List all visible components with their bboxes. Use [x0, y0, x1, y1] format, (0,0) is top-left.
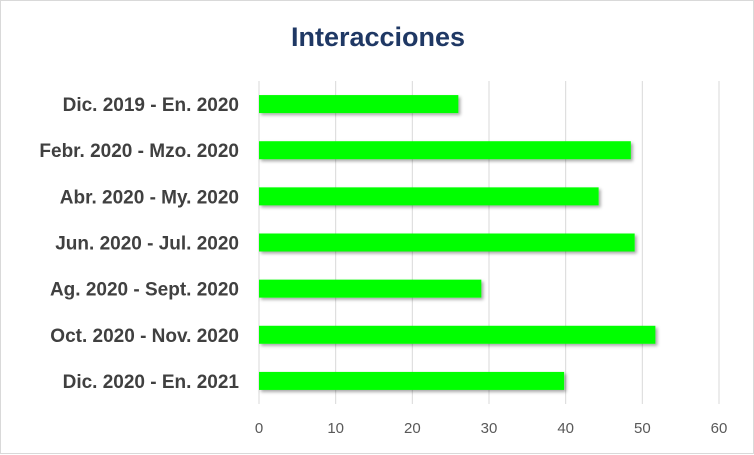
x-tick-label: 60 [711, 420, 728, 437]
x-tick-label: 10 [327, 420, 344, 437]
bar [259, 141, 631, 160]
bar [259, 95, 459, 114]
bar [259, 325, 656, 344]
category-label: Jun. 2020 - Jul. 2020 [55, 234, 239, 255]
bars [259, 95, 656, 390]
chart-title: Interacciones [291, 22, 465, 52]
category-label: Febr. 2020 - Mzo. 2020 [39, 141, 239, 162]
x-tick-label: 0 [255, 420, 263, 437]
bar [259, 187, 599, 206]
x-tick-label: 30 [481, 420, 498, 437]
category-label: Dic. 2020 - En. 2021 [63, 372, 240, 393]
category-labels: Dic. 2019 - En. 2020 Febr. 2020 - Mzo. 20… [39, 95, 239, 393]
x-tick-label: 50 [634, 420, 651, 437]
category-label: Dic. 2019 - En. 2020 [63, 95, 239, 116]
category-label: Ag. 2020 - Sept. 2020 [50, 280, 239, 301]
x-tick-label: 20 [404, 420, 421, 437]
x-axis-ticks: 0 10 20 30 40 50 60 [255, 420, 728, 437]
category-label: Abr. 2020 - My. 2020 [60, 187, 239, 208]
bar [259, 279, 482, 298]
bar [259, 371, 565, 390]
bar [259, 233, 635, 252]
category-label: Oct. 2020 - Nov. 2020 [50, 326, 239, 347]
x-tick-label: 40 [557, 420, 574, 437]
